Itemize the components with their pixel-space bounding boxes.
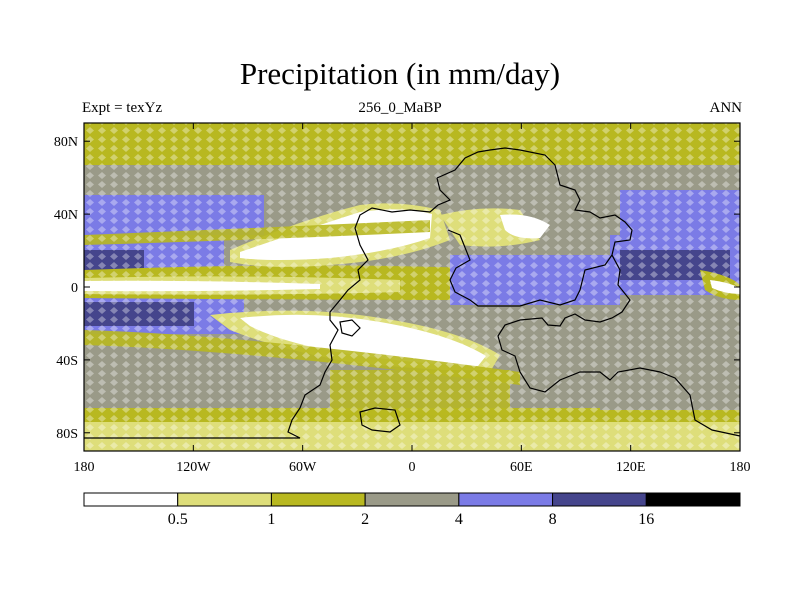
colorbar-label: 8 <box>549 511 557 528</box>
x-tick-label: 180 <box>74 460 95 475</box>
y-tick-label: 80N <box>54 135 78 150</box>
colorbar-swatch <box>270 492 366 507</box>
colorbar-swatch <box>83 492 179 507</box>
colorbar-label: 1 <box>267 511 275 528</box>
x-tick-label: 120W <box>176 460 211 475</box>
x-tick-label: 60E <box>510 460 533 475</box>
colorbar-label: 2 <box>361 511 369 528</box>
y-axis: 80N 40N 0 40S 80S <box>54 135 740 442</box>
y-tick-label: 40N <box>54 208 78 223</box>
experiment-label: Expt = texYz <box>82 100 163 116</box>
precipitation-field <box>84 123 740 451</box>
colorbar-swatch <box>177 492 272 507</box>
colorbar-label: 0.5 <box>168 511 188 528</box>
colorbar-swatch <box>364 492 460 507</box>
colorbar-swatch <box>552 492 647 507</box>
season-label: ANN <box>709 100 743 116</box>
x-tick-label: 0 <box>409 460 416 475</box>
colorbar: 0.5 1 2 4 8 16 <box>83 492 741 528</box>
y-tick-label: 40S <box>56 354 78 369</box>
colorbar-swatch <box>458 492 554 507</box>
x-tick-label: 120E <box>616 460 646 475</box>
period-label: 256_0_MaBP <box>358 100 442 116</box>
x-tick-label: 60W <box>289 460 317 475</box>
x-tick-label: 180 <box>730 460 751 475</box>
colorbar-label: 4 <box>455 511 463 528</box>
y-tick-label: 0 <box>71 281 78 296</box>
colorbar-swatch <box>645 492 741 507</box>
x-axis: 180 120W 60W 0 60E 120E 180 <box>74 123 751 475</box>
map-title: Precipitation (in mm/day) <box>239 56 561 91</box>
colorbar-label: 16 <box>638 511 654 528</box>
continent-outline <box>84 147 741 439</box>
y-tick-label: 80S <box>56 427 78 442</box>
